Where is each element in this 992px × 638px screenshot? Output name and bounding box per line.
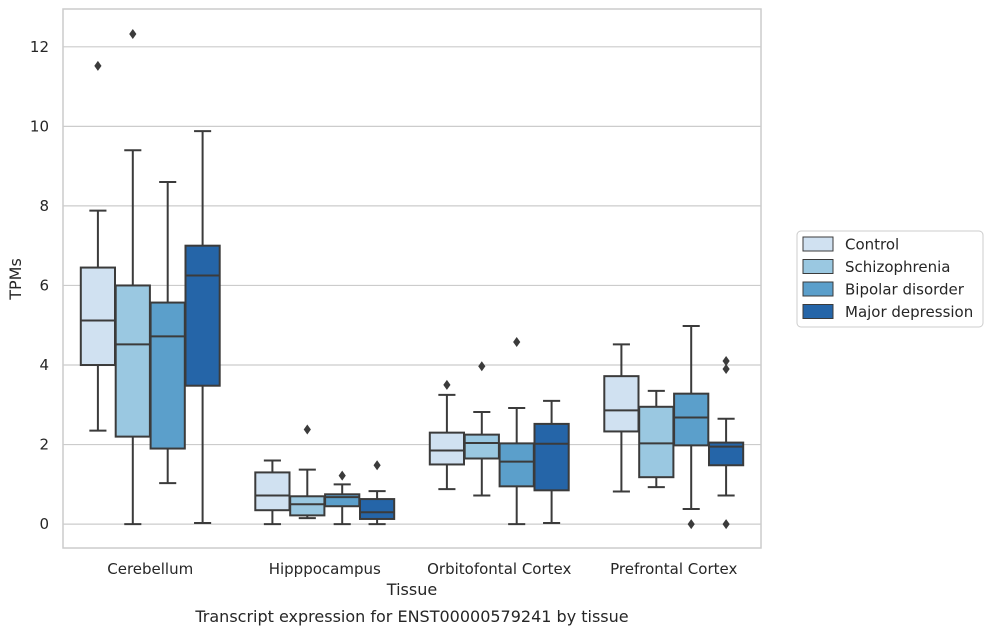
- box-body: [673, 392, 710, 447]
- outlier-marker: [722, 356, 730, 367]
- legend-label: Bipolar disorder: [845, 281, 965, 299]
- outlier-marker: [94, 60, 102, 71]
- legend-frame: [796, 230, 984, 328]
- legend-label: Major depression: [845, 303, 973, 321]
- outlier-marker: [687, 519, 695, 530]
- box-body: [638, 405, 675, 479]
- box-body: [603, 375, 640, 433]
- x-tick-label: Orbitofontal Cortex: [427, 560, 571, 578]
- y-tick-label: 12: [30, 38, 49, 56]
- box-element: [149, 181, 186, 485]
- box-body: [428, 431, 466, 466]
- box-element: [289, 424, 326, 520]
- box-element: [533, 399, 570, 524]
- series-bipolar-disorder: [149, 181, 710, 530]
- box-body: [149, 301, 186, 450]
- legend-swatch: [802, 304, 834, 319]
- box-element: [673, 325, 710, 530]
- box-element: [463, 361, 500, 497]
- box-series-group: [79, 29, 745, 530]
- plot-area-frame: [62, 8, 762, 549]
- box-element: [184, 130, 221, 524]
- box-body: [707, 441, 745, 467]
- outlier-marker: [443, 379, 451, 390]
- legend: Control Schizophrenia Bipolar disorder Majo…: [796, 230, 984, 328]
- outlier-marker: [303, 424, 311, 435]
- legend-item: Control: [802, 236, 899, 254]
- legend-swatch: [802, 281, 834, 297]
- box-body: [533, 422, 570, 492]
- outlier-marker: [722, 363, 730, 374]
- legend-item: Bipolar disorder: [802, 281, 965, 299]
- x-tick-label: Hipppocampus: [269, 560, 381, 578]
- box-body: [289, 495, 326, 517]
- outlier-marker: [722, 519, 730, 530]
- y-tick-label: 0: [39, 515, 49, 533]
- box-body: [114, 284, 151, 438]
- legend-item: Major depression: [802, 303, 973, 321]
- box-element: [638, 389, 675, 489]
- box-element: [358, 460, 396, 526]
- box-body: [498, 442, 535, 488]
- y-axis-label: TPMs: [6, 258, 25, 301]
- series-schizophrenia: [114, 29, 675, 526]
- outlier-marker: [129, 29, 137, 40]
- x-tick-label: Cerebellum: [107, 560, 193, 578]
- box-body: [79, 266, 117, 367]
- x-tick-labels: Cerebellum Hipppocampus Orbitofontal Corte…: [107, 560, 737, 578]
- legend-label: Control: [845, 236, 899, 254]
- box-element: [254, 459, 291, 526]
- legend-swatch: [802, 259, 834, 274]
- y-tick-label: 4: [39, 356, 49, 374]
- box-element: [707, 356, 745, 530]
- box-element: [114, 29, 151, 526]
- outlier-marker: [513, 336, 521, 347]
- outlier-marker: [478, 361, 486, 372]
- x-axis-label: Tissue: [386, 580, 437, 599]
- y-tick-label: 10: [30, 117, 49, 135]
- legend-label: Schizophrenia: [845, 258, 950, 276]
- box-element: [324, 470, 361, 526]
- y-tick-label: 6: [39, 276, 49, 294]
- x-tick-label: Prefrontal Cortex: [610, 560, 737, 578]
- outlier-marker: [338, 470, 346, 481]
- box-body: [463, 433, 500, 460]
- y-tick-labels: 0 2 4 6 8 10 12: [30, 38, 49, 533]
- box-body: [254, 471, 291, 512]
- box-body: [358, 498, 396, 520]
- outlier-marker: [373, 460, 381, 471]
- legend-swatch: [802, 236, 834, 252]
- y-tick-label: 8: [39, 197, 49, 215]
- legend-item: Schizophrenia: [802, 258, 950, 276]
- box-element: [603, 343, 640, 493]
- y-tick-label: 2: [39, 436, 49, 454]
- series-major-depression: [184, 130, 745, 530]
- chart-caption: Transcript expression for ENST0000057924…: [194, 607, 628, 626]
- box-body: [184, 244, 221, 387]
